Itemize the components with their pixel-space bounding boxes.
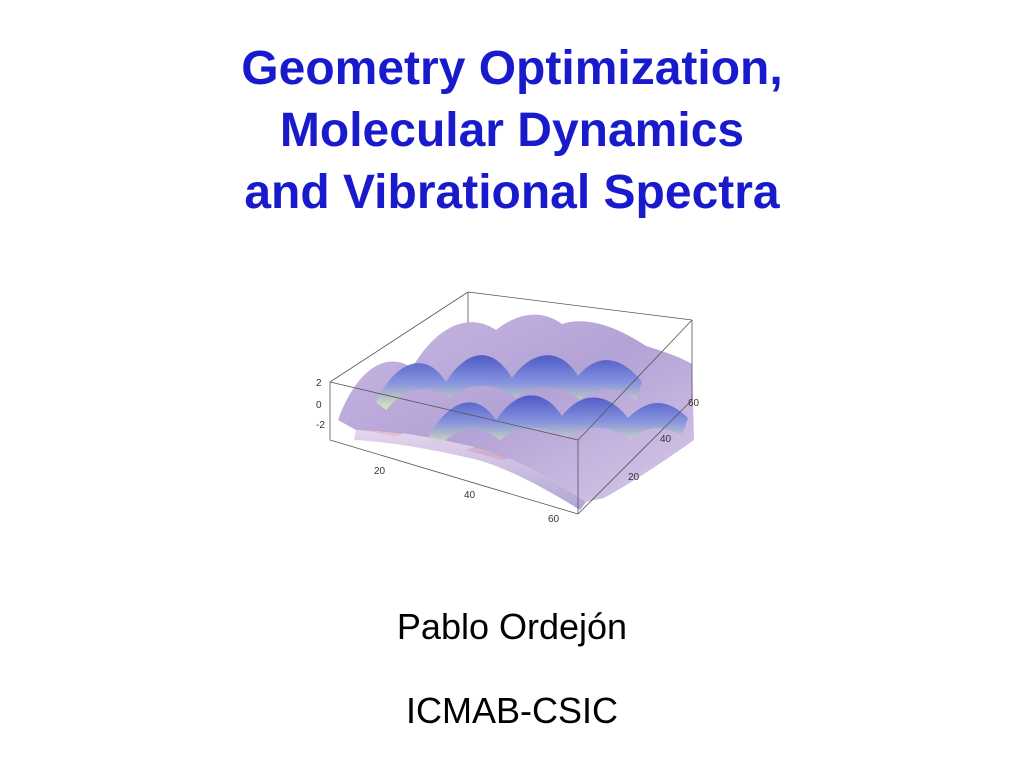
potential-surface-figure: 2 0 -2 20 40 60 20 40 60 — [316, 290, 706, 524]
y-tick-1: 20 — [628, 472, 640, 483]
z-tick-2: 0 — [316, 400, 322, 411]
surface-plot: 2 0 -2 20 40 60 20 40 60 — [316, 291, 700, 524]
title-line-1: Geometry Optimization, — [241, 42, 783, 95]
box-front-frame — [329, 319, 693, 515]
x-tick-3: 60 — [548, 514, 560, 524]
affiliation: ICMAB-CSIC — [405, 690, 618, 731]
y-tick-2: 40 — [660, 434, 672, 445]
y-tick-3: 60 — [688, 398, 700, 409]
z-tick-3: -2 — [316, 420, 325, 431]
surface-front-face — [354, 430, 586, 510]
title-line-3: and Vibrational Spectra — [244, 166, 780, 219]
title-line-2: Molecular Dynamics — [279, 104, 745, 157]
surface-crests — [376, 355, 688, 448]
z-tick-1: 2 — [316, 378, 322, 389]
author-name: Pablo Ordejón — [396, 606, 628, 647]
x-tick-1: 20 — [374, 466, 386, 477]
slide-title: Geometry Optimization, Molecular Dynamic… — [0, 38, 1024, 224]
x-tick-2: 40 — [464, 490, 476, 501]
